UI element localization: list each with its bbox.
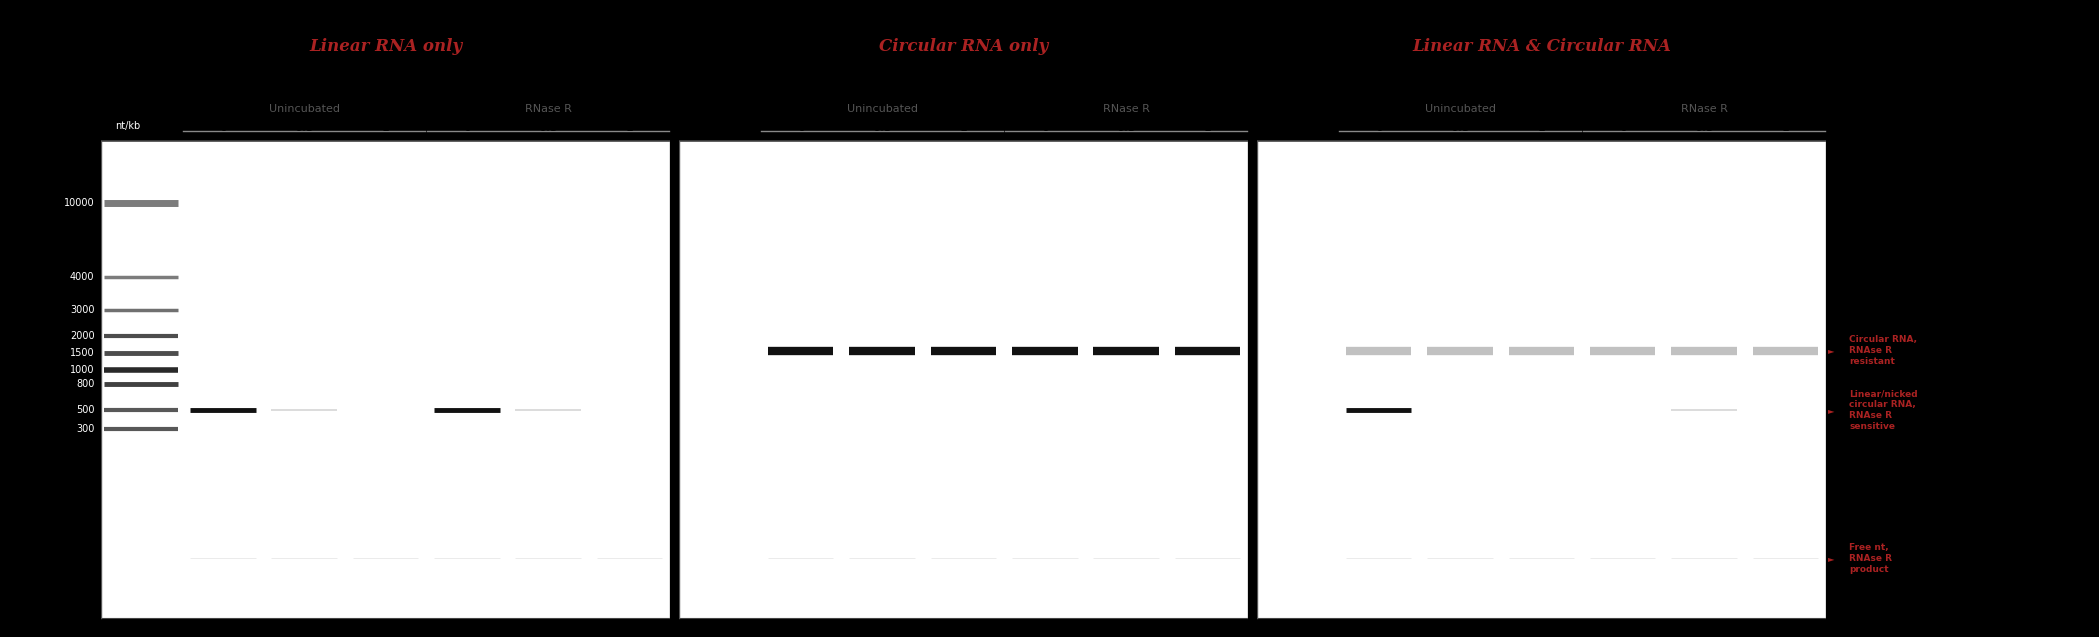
Text: 1: 1 [382, 121, 390, 134]
Text: 1: 1 [1536, 121, 1545, 134]
Text: 0: 0 [1041, 121, 1050, 134]
Text: 0.5: 0.5 [1117, 121, 1136, 134]
Text: Unincubated: Unincubated [1425, 104, 1494, 114]
Text: 500: 500 [76, 405, 94, 415]
Text: ►: ► [1828, 554, 1835, 563]
Text: 0.5: 0.5 [537, 121, 558, 134]
Text: ►: ► [1828, 406, 1835, 415]
Text: Unincubated: Unincubated [269, 104, 340, 114]
Text: Circular RNA,
RNAse R
resistant: Circular RNA, RNAse R resistant [1849, 335, 1916, 366]
Text: ►: ► [1828, 346, 1835, 355]
Bar [1257, 141, 1826, 618]
Text: 1: 1 [959, 121, 968, 134]
Text: 0.5: 0.5 [294, 121, 315, 134]
Text: 1: 1 [626, 121, 634, 134]
Text: Linear RNA only: Linear RNA only [309, 38, 462, 55]
Bar [678, 141, 1249, 618]
Text: 1500: 1500 [69, 348, 94, 358]
Text: Free nt,
RNAse R
product: Free nt, RNAse R product [1849, 543, 1891, 574]
Text: 3000: 3000 [69, 305, 94, 315]
Text: 0: 0 [1618, 121, 1627, 134]
Text: Linear RNA & Circular RNA: Linear RNA & Circular RNA [1413, 38, 1671, 55]
Text: 0.5: 0.5 [871, 121, 892, 134]
Text: 0: 0 [464, 121, 470, 134]
Text: 300: 300 [76, 424, 94, 434]
Text: Linear/nicked
circular RNA,
RNAse R
sensitive: Linear/nicked circular RNA, RNAse R sens… [1849, 389, 1918, 431]
Text: RNase R: RNase R [1681, 104, 1727, 114]
Text: 1: 1 [1782, 121, 1788, 134]
Text: nt/kb: nt/kb [115, 121, 141, 131]
Text: L: L [1293, 121, 1301, 134]
Text: Unincubated: Unincubated [846, 104, 917, 114]
Text: 2000: 2000 [69, 331, 94, 341]
Text: RNase R: RNase R [525, 104, 571, 114]
Text: L: L [139, 121, 145, 134]
Bar [101, 141, 670, 618]
Text: 0.5: 0.5 [1450, 121, 1469, 134]
Text: RNase R: RNase R [1102, 104, 1150, 114]
Text: L: L [716, 121, 722, 134]
Text: 4000: 4000 [69, 271, 94, 282]
Text: 1000: 1000 [69, 365, 94, 375]
Text: Circular RNA only: Circular RNA only [879, 38, 1047, 55]
Text: 0: 0 [798, 121, 804, 134]
Text: 800: 800 [76, 379, 94, 389]
Text: 0: 0 [218, 121, 227, 134]
Text: 1: 1 [1203, 121, 1211, 134]
Text: 10000: 10000 [63, 197, 94, 208]
Text: 0.5: 0.5 [1694, 121, 1715, 134]
Text: 0: 0 [1375, 121, 1383, 134]
